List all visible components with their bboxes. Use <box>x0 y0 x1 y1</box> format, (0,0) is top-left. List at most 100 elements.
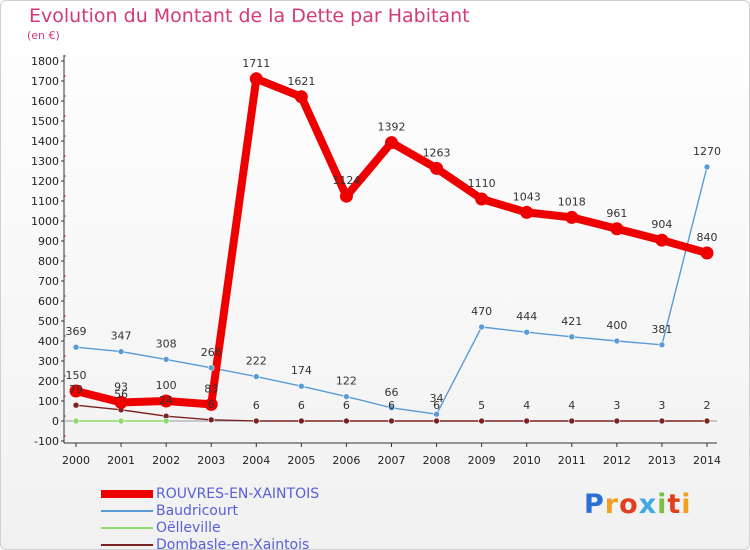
data-label: 1043 <box>513 190 541 203</box>
data-label: 4 <box>568 399 575 412</box>
data-point-0 <box>430 161 444 175</box>
y-tick-label: 300 <box>38 355 59 368</box>
data-point-3 <box>568 417 576 425</box>
data-point-1 <box>72 343 80 351</box>
data-label: 2 <box>704 399 711 412</box>
y-minor-tick <box>64 215 66 217</box>
legend-item: ROUVRES-EN-XAINTOIS <box>101 485 319 502</box>
data-point-1 <box>703 163 711 171</box>
data-point-0 <box>159 394 173 408</box>
logo-letter: o <box>619 489 639 520</box>
data-point-0 <box>475 192 489 206</box>
data-label: 470 <box>471 305 492 318</box>
data-label: 266 <box>201 346 222 359</box>
data-point-3 <box>613 417 621 425</box>
data-point-0 <box>520 205 534 219</box>
data-point-3 <box>478 417 485 425</box>
y-minor-tick <box>64 115 66 117</box>
data-point-1 <box>207 364 215 372</box>
data-label: 6 <box>343 399 350 412</box>
y-tick-label: 900 <box>38 235 59 248</box>
data-point-1 <box>252 373 260 380</box>
data-point-2 <box>162 417 170 425</box>
proxiti-logo: Proxiti <box>584 489 692 520</box>
data-label: 1392 <box>378 121 406 134</box>
legend-swatch <box>101 543 153 546</box>
x-tick-label: 2010 <box>513 454 541 467</box>
y-tick-label: 1100 <box>31 195 59 208</box>
x-tick-label: 2009 <box>468 454 496 467</box>
y-tick-label: 1800 <box>31 55 59 68</box>
x-tick-label: 2013 <box>648 454 676 467</box>
data-point-3 <box>523 417 531 425</box>
y-minor-tick <box>64 255 66 257</box>
data-label: 56 <box>114 388 128 401</box>
x-tick-label: 2006 <box>332 454 360 467</box>
data-label: 400 <box>606 319 627 332</box>
x-tick-label: 2007 <box>378 454 406 467</box>
y-tick-label: -100 <box>34 435 59 448</box>
y-tick-label: 1200 <box>31 175 59 188</box>
y-tick-label: 800 <box>38 255 59 268</box>
y-minor-tick <box>64 275 66 277</box>
data-label: 100 <box>156 379 177 392</box>
data-label: 6 <box>208 398 215 411</box>
data-label: 83 <box>204 382 218 395</box>
y-minor-tick <box>64 175 66 177</box>
data-point-1 <box>117 348 125 355</box>
data-point-3 <box>658 417 666 425</box>
data-label: 6 <box>298 399 305 412</box>
y-tick-label: 700 <box>38 275 59 288</box>
data-point-3 <box>703 417 711 425</box>
y-tick-label: 1000 <box>31 215 59 228</box>
legend-label: Baudricourt <box>156 502 238 519</box>
y-minor-tick <box>64 335 66 337</box>
data-label: 369 <box>66 325 87 338</box>
data-point-0 <box>385 136 398 150</box>
x-tick-label: 2004 <box>242 454 270 467</box>
data-points <box>69 72 714 425</box>
data-label: 3 <box>613 399 620 412</box>
logo-letter: r <box>604 489 620 520</box>
data-point-0 <box>700 246 714 260</box>
logo-letter: P <box>584 489 605 520</box>
data-label: 904 <box>651 218 672 231</box>
data-point-0 <box>655 233 669 247</box>
x-tick-label: 2003 <box>197 454 225 467</box>
chart-title: Evolution du Montant de la Dette par Hab… <box>29 5 470 27</box>
data-point-0 <box>339 189 353 203</box>
data-point-1 <box>478 323 485 331</box>
series-line-1 <box>75 166 708 415</box>
y-tick-label: 1400 <box>31 135 59 148</box>
data-point-3 <box>72 401 80 409</box>
y-minor-tick <box>64 95 66 97</box>
data-label: 1018 <box>558 195 586 208</box>
data-point-0 <box>204 397 218 411</box>
data-label: 6 <box>433 399 440 412</box>
data-point-1 <box>298 382 305 390</box>
logo-letter: i <box>681 489 692 520</box>
data-point-3 <box>207 416 215 424</box>
data-point-1 <box>523 328 531 336</box>
data-label: 66 <box>385 386 399 399</box>
y-minor-tick <box>64 295 66 297</box>
legend-label: Oëlleville <box>156 519 221 536</box>
data-point-3 <box>433 417 440 425</box>
data-point-0 <box>114 395 128 409</box>
legend-item: Oëlleville <box>101 519 319 536</box>
chart-unit-label: (en €) <box>27 29 60 42</box>
legend-label: Dombasle-en-Xaintois <box>156 536 310 550</box>
data-point-0 <box>69 384 83 398</box>
data-label: 5 <box>478 399 485 412</box>
x-tick-label: 2014 <box>693 454 721 467</box>
data-label: 34 <box>430 392 444 405</box>
x-tick-label: 2000 <box>62 454 90 467</box>
y-minor-tick <box>64 235 66 237</box>
y-tick-label: 100 <box>38 395 59 408</box>
y-minor-tick <box>64 435 66 437</box>
data-point-3 <box>252 417 260 425</box>
data-label: 1621 <box>287 75 315 88</box>
legend-swatch <box>101 526 153 529</box>
x-tick-label: 2002 <box>152 454 180 467</box>
